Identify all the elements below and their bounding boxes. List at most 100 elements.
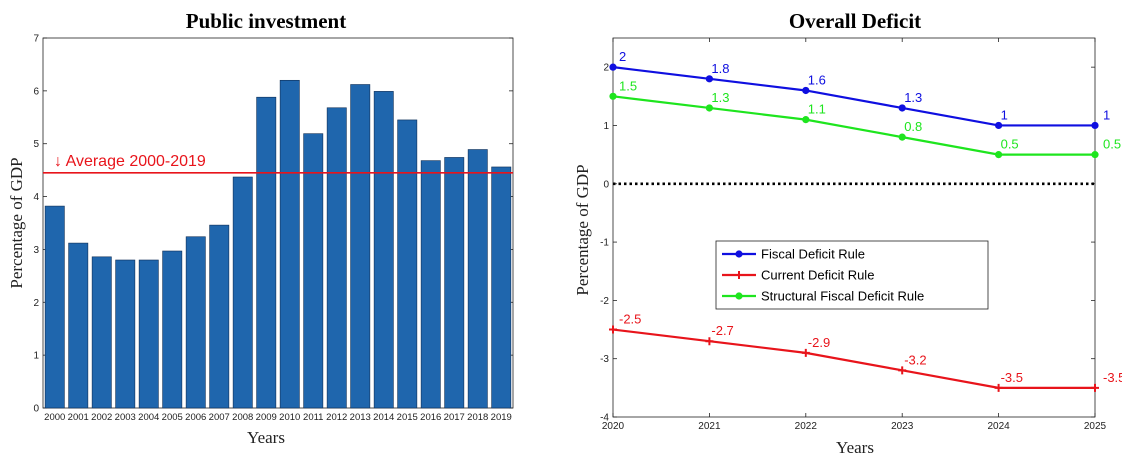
- left-x-tick-label: 2005: [162, 412, 183, 423]
- series-marker: [801, 348, 810, 357]
- right-x-tick-label: 2022: [795, 421, 818, 432]
- legend-entry: Structural Fiscal Deficit Rule: [761, 289, 924, 304]
- left-y-tick-label: 3: [33, 245, 39, 256]
- right-y-axis-label: Percentage of GDP: [573, 164, 592, 295]
- right-x-tick-label: 2024: [987, 421, 1010, 432]
- data-label: 1: [1001, 107, 1008, 122]
- bar: [467, 149, 488, 409]
- left-x-tick-label: 2013: [350, 412, 371, 423]
- left-y-tick-label: 4: [33, 192, 39, 203]
- series-marker: [705, 75, 714, 83]
- left-y-axis-label: Percentage of GDP: [7, 157, 26, 288]
- left-x-axis-label: Years: [247, 428, 285, 447]
- right-x-tick-label: 2023: [891, 421, 914, 432]
- bar: [350, 84, 371, 409]
- right-y-tick-label: -1: [600, 238, 609, 249]
- left-x-tick-label: 2004: [138, 412, 159, 423]
- bar: [138, 259, 159, 409]
- left-chart-title: Public investment: [186, 9, 346, 33]
- bar: [162, 250, 183, 409]
- data-label: 1.1: [808, 102, 826, 117]
- left-axes-box: [42, 37, 514, 409]
- left-y-tick-label: 0: [33, 404, 39, 415]
- bar: [279, 79, 300, 409]
- series-line: [612, 66, 1095, 127]
- series-marker: [898, 366, 907, 375]
- right-chart-title: Overall Deficit: [789, 9, 921, 33]
- bar: [209, 224, 230, 409]
- average-annotation: ↓ Average 2000-2019: [54, 153, 206, 170]
- left-x-tick-label: 2002: [91, 412, 112, 423]
- right-x-tick-label: 2020: [602, 421, 625, 432]
- left-x-tick-label: 2017: [444, 412, 465, 423]
- data-label: 0.5: [1001, 137, 1019, 152]
- legend-entry: Current Deficit Rule: [761, 268, 874, 283]
- right-plot-area: -4 -3 -2 -1 0 1 2 2020 2021 2022 2023 2024 2025 2 1.8 1…: [600, 37, 1122, 432]
- series-marker: [609, 63, 617, 71]
- left-y-tick-label: 1: [33, 351, 39, 362]
- bar: [491, 166, 512, 409]
- left-x-tick-label: 2007: [209, 412, 230, 423]
- legend-entry: Fiscal Deficit Rule: [761, 247, 865, 262]
- series-marker: [995, 151, 1003, 159]
- series-line: [612, 95, 1095, 156]
- data-label: -2.9: [808, 335, 830, 350]
- bar: [397, 119, 418, 409]
- bar: [303, 133, 324, 409]
- data-label: 1.3: [904, 90, 922, 105]
- series-marker: [1091, 151, 1099, 159]
- right-axes-box: [612, 37, 1096, 418]
- left-x-tick-label: 2016: [420, 412, 441, 423]
- bar: [232, 176, 253, 409]
- left-x-tick-label: 2009: [256, 412, 277, 423]
- data-label: -3.5: [1001, 370, 1023, 385]
- bar: [68, 242, 89, 409]
- left-x-tick-label: 2018: [467, 412, 488, 423]
- data-label: 1.3: [711, 90, 729, 105]
- left-x-tick-label: 2000: [44, 412, 65, 423]
- data-label: -2.7: [711, 323, 733, 338]
- bar: [420, 160, 441, 409]
- left-y-tick-label: 2: [33, 298, 39, 309]
- left-y-tick-label: 5: [33, 139, 39, 150]
- left-x-tick-label: 2001: [68, 412, 89, 423]
- data-label: 1: [1103, 107, 1110, 122]
- right-y-tick-label: 2: [603, 63, 609, 74]
- data-label: -3.2: [904, 352, 926, 367]
- public-investment-chart: Public investment Years Percentage of GD…: [7, 9, 514, 447]
- series-marker: [802, 116, 810, 124]
- left-x-tick-label: 2010: [279, 412, 300, 423]
- bar: [256, 96, 277, 409]
- legend-swatch-marker: [735, 250, 743, 258]
- series-marker: [705, 104, 714, 112]
- data-label: 1.6: [808, 72, 826, 87]
- bar: [44, 205, 65, 409]
- left-x-tick-label: 2014: [373, 412, 394, 423]
- right-y-tick-label: -3: [600, 354, 609, 365]
- left-plot-area: 0 1 2 3 4 5 6 7 2000 2001 2002 2003 2004 2005 2006 2007…: [33, 34, 514, 423]
- left-x-tick-label: 2011: [303, 412, 323, 423]
- right-y-tick-label: -2: [600, 296, 609, 307]
- series-marker: [995, 121, 1003, 130]
- legend-swatch-marker: [735, 292, 743, 300]
- bar: [91, 256, 112, 409]
- series-marker: [1091, 121, 1099, 130]
- data-label: -2.5: [619, 312, 641, 327]
- series-marker: [802, 86, 810, 95]
- right-y-tick-label: 0: [603, 179, 609, 190]
- data-label: 2: [619, 49, 626, 64]
- series-marker: [898, 133, 906, 141]
- series-marker: [609, 92, 617, 100]
- left-x-tick-label: 2015: [397, 412, 418, 423]
- series-marker: [1091, 383, 1099, 392]
- right-x-tick-label: 2021: [698, 421, 721, 432]
- overall-deficit-chart: Overall Deficit Years Percentage of GDP …: [573, 9, 1122, 457]
- left-x-tick-label: 2012: [326, 412, 347, 423]
- bar: [115, 259, 136, 409]
- bar: [185, 236, 206, 409]
- data-label: 1.8: [711, 61, 729, 76]
- data-label: 0.8: [904, 119, 922, 134]
- data-label: 1.5: [619, 78, 637, 93]
- right-y-tick-label: -4: [600, 413, 609, 424]
